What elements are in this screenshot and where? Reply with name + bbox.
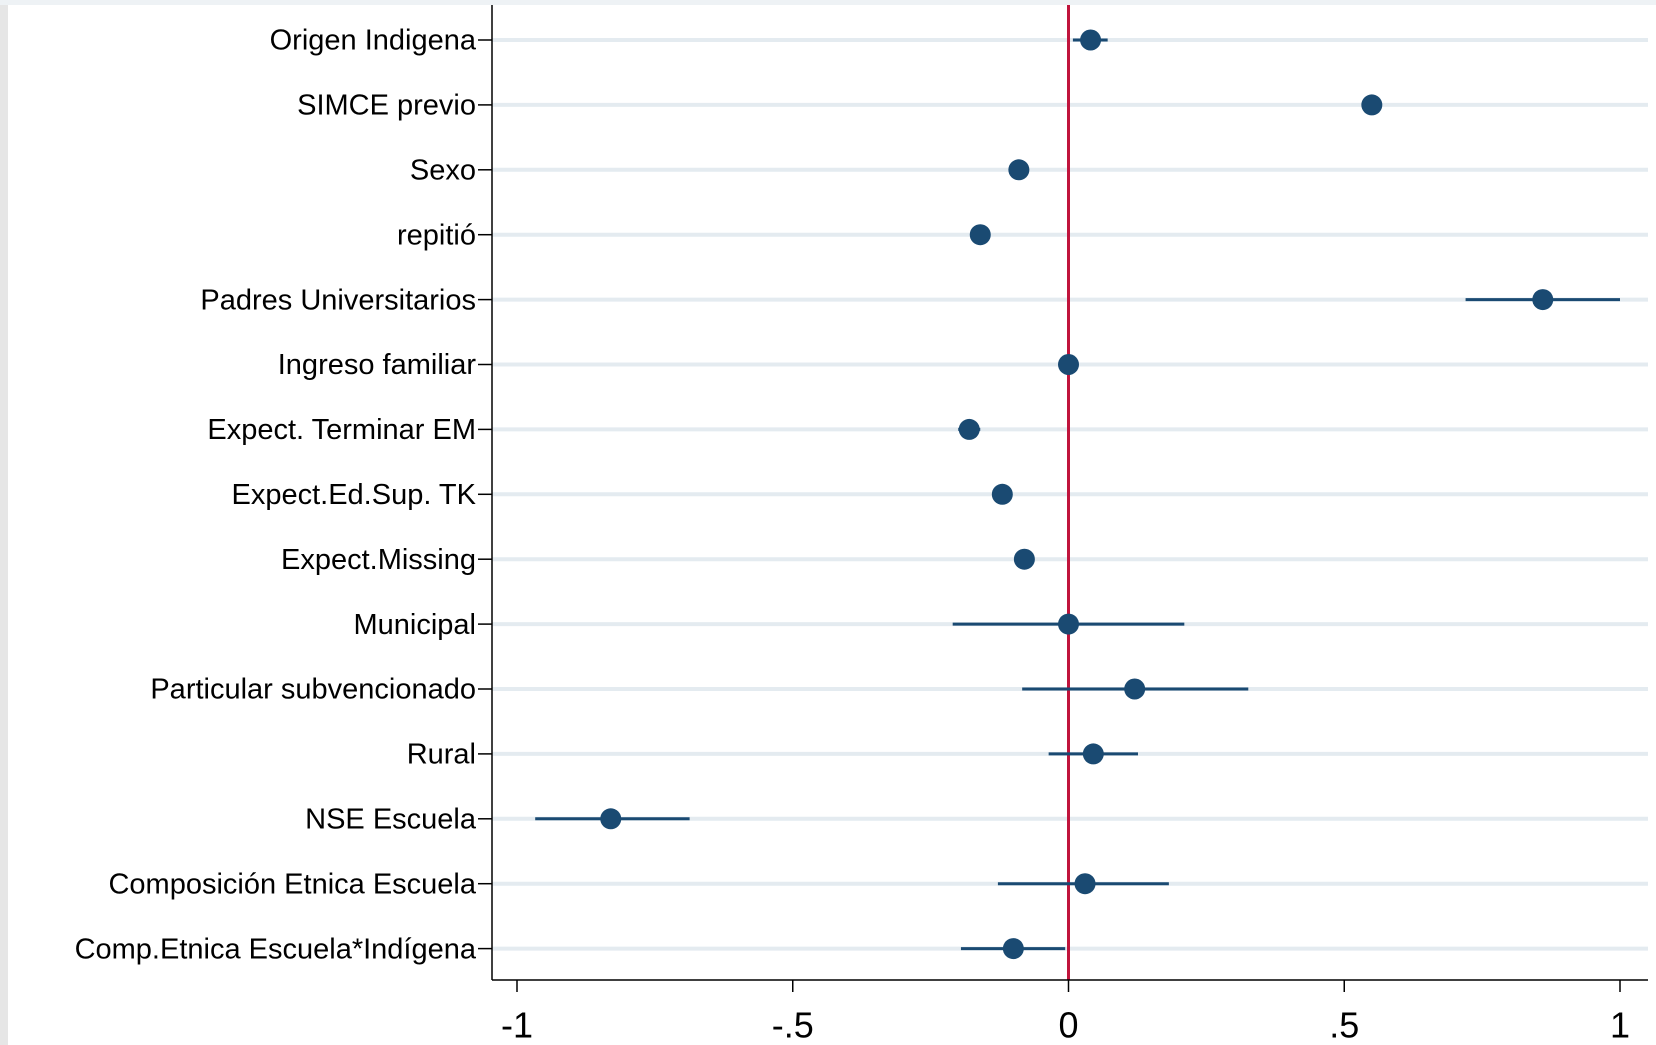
y-tick-label: SIMCE previo <box>297 90 476 122</box>
x-tick-label: 0 <box>1058 1005 1078 1045</box>
point <box>1082 743 1104 765</box>
y-tick-label: Comp.Etnica Escuela*Indígena <box>75 933 477 965</box>
point <box>958 418 980 440</box>
point <box>600 808 622 830</box>
x-tick-label: -.5 <box>772 1005 814 1045</box>
left-strip <box>0 0 8 1045</box>
y-tick-label: repitió <box>397 219 476 251</box>
y-tick-label: Municipal <box>354 609 477 641</box>
point <box>1058 613 1079 635</box>
x-tick-label: 1 <box>1610 1005 1630 1045</box>
y-tick-label: Sexo <box>410 154 476 186</box>
point <box>1124 678 1146 700</box>
y-tick-label: Particular subvencionado <box>150 674 476 706</box>
point <box>1361 94 1383 116</box>
y-tick-label: Origen Indigena <box>270 25 477 57</box>
point <box>1058 354 1079 375</box>
y-tick-label: Rural <box>407 739 476 771</box>
point <box>1008 159 1030 181</box>
y-tick-label: Padres Universitarios <box>200 284 476 316</box>
point <box>1013 548 1035 570</box>
x-tick-label: -1 <box>501 1005 533 1045</box>
y-tick-label: Expect.Ed.Sup. TK <box>232 479 477 511</box>
point <box>1002 938 1024 960</box>
y-tick-label: NSE Escuela <box>305 803 477 835</box>
y-tick-label: Ingreso familiar <box>278 349 477 381</box>
y-tick-label: Expect.Missing <box>281 544 476 576</box>
point <box>1532 289 1554 311</box>
x-tick-label: .5 <box>1329 1005 1359 1045</box>
point <box>991 483 1013 505</box>
y-tick-label: Expect. Terminar EM <box>207 414 476 446</box>
point <box>1080 29 1102 51</box>
top-strip <box>0 0 1656 5</box>
point <box>1074 873 1096 895</box>
y-tick-label: Composición Etnica Escuela <box>108 868 476 900</box>
point <box>969 224 991 246</box>
